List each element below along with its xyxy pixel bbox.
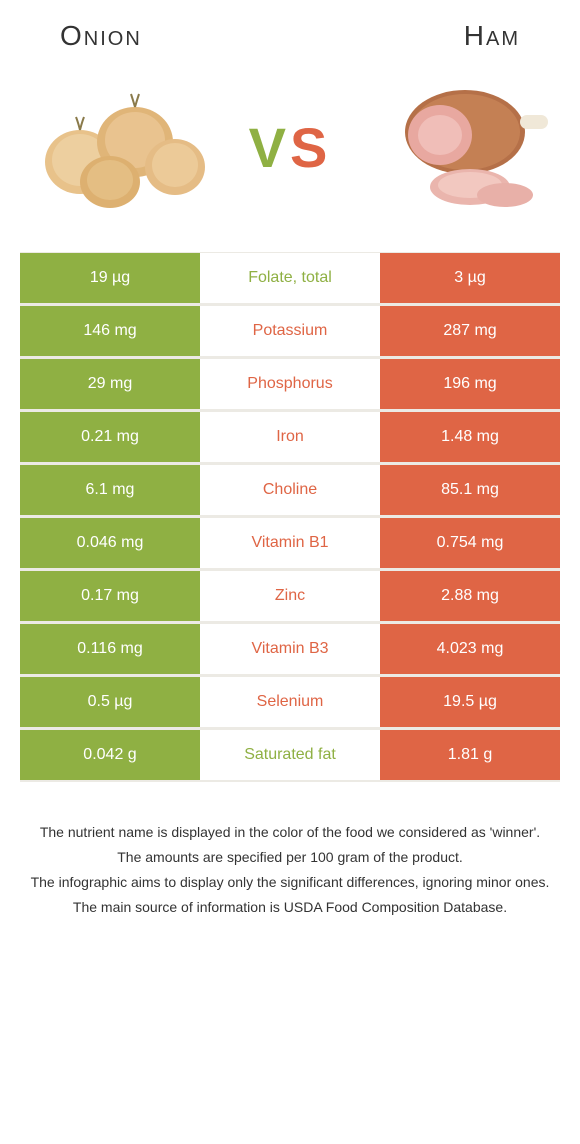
nutrient-label: Choline bbox=[200, 464, 380, 517]
left-value: 0.21 mg bbox=[20, 411, 200, 464]
left-value: 0.046 mg bbox=[20, 517, 200, 570]
nutrient-label: Folate, total bbox=[200, 252, 380, 305]
images-row: VS bbox=[0, 62, 580, 232]
nutrient-label: Vitamin B3 bbox=[200, 623, 380, 676]
nutrient-table: 19 µgFolate, total3 µg146 mgPotassium287… bbox=[20, 252, 560, 782]
nutrient-label: Iron bbox=[200, 411, 380, 464]
left-value: 0.5 µg bbox=[20, 676, 200, 729]
table-row: 19 µgFolate, total3 µg bbox=[20, 252, 560, 305]
right-value: 85.1 mg bbox=[380, 464, 560, 517]
table-row: 29 mgPhosphorus196 mg bbox=[20, 358, 560, 411]
footer-line-1: The nutrient name is displayed in the co… bbox=[30, 822, 550, 843]
left-value: 6.1 mg bbox=[20, 464, 200, 517]
right-value: 19.5 µg bbox=[380, 676, 560, 729]
footer-line-3: The infographic aims to display only the… bbox=[30, 872, 550, 893]
right-value: 196 mg bbox=[380, 358, 560, 411]
right-value: 2.88 mg bbox=[380, 570, 560, 623]
footer-line-4: The main source of information is USDA F… bbox=[30, 897, 550, 918]
left-value: 29 mg bbox=[20, 358, 200, 411]
right-value: 287 mg bbox=[380, 305, 560, 358]
nutrient-label: Phosphorus bbox=[200, 358, 380, 411]
table-row: 0.5 µgSelenium19.5 µg bbox=[20, 676, 560, 729]
nutrient-label: Selenium bbox=[200, 676, 380, 729]
nutrient-label: Saturated fat bbox=[200, 729, 380, 782]
table-row: 0.21 mgIron1.48 mg bbox=[20, 411, 560, 464]
left-value: 0.17 mg bbox=[20, 570, 200, 623]
left-value: 0.116 mg bbox=[20, 623, 200, 676]
vs-s: S bbox=[290, 116, 331, 179]
vs-v: V bbox=[249, 116, 290, 179]
nutrient-label: Potassium bbox=[200, 305, 380, 358]
right-value: 1.48 mg bbox=[380, 411, 560, 464]
table-row: 0.116 mgVitamin B34.023 mg bbox=[20, 623, 560, 676]
nutrient-label: Vitamin B1 bbox=[200, 517, 380, 570]
footer-notes: The nutrient name is displayed in the co… bbox=[30, 822, 550, 918]
table-row: 0.17 mgZinc2.88 mg bbox=[20, 570, 560, 623]
left-food-title: Onion bbox=[60, 20, 142, 52]
table-row: 146 mgPotassium287 mg bbox=[20, 305, 560, 358]
right-value: 4.023 mg bbox=[380, 623, 560, 676]
vs-label: VS bbox=[249, 115, 332, 180]
footer-line-2: The amounts are specified per 100 gram o… bbox=[30, 847, 550, 868]
left-value: 0.042 g bbox=[20, 729, 200, 782]
table-row: 0.046 mgVitamin B10.754 mg bbox=[20, 517, 560, 570]
left-value: 146 mg bbox=[20, 305, 200, 358]
ham-image bbox=[370, 77, 550, 217]
right-value: 0.754 mg bbox=[380, 517, 560, 570]
right-value: 1.81 g bbox=[380, 729, 560, 782]
right-food-title: Ham bbox=[464, 20, 520, 52]
right-value: 3 µg bbox=[380, 252, 560, 305]
table-row: 6.1 mgCholine85.1 mg bbox=[20, 464, 560, 517]
onion-image bbox=[30, 77, 210, 217]
nutrient-label: Zinc bbox=[200, 570, 380, 623]
left-value: 19 µg bbox=[20, 252, 200, 305]
header: Onion Ham bbox=[0, 0, 580, 62]
table-row: 0.042 gSaturated fat1.81 g bbox=[20, 729, 560, 782]
